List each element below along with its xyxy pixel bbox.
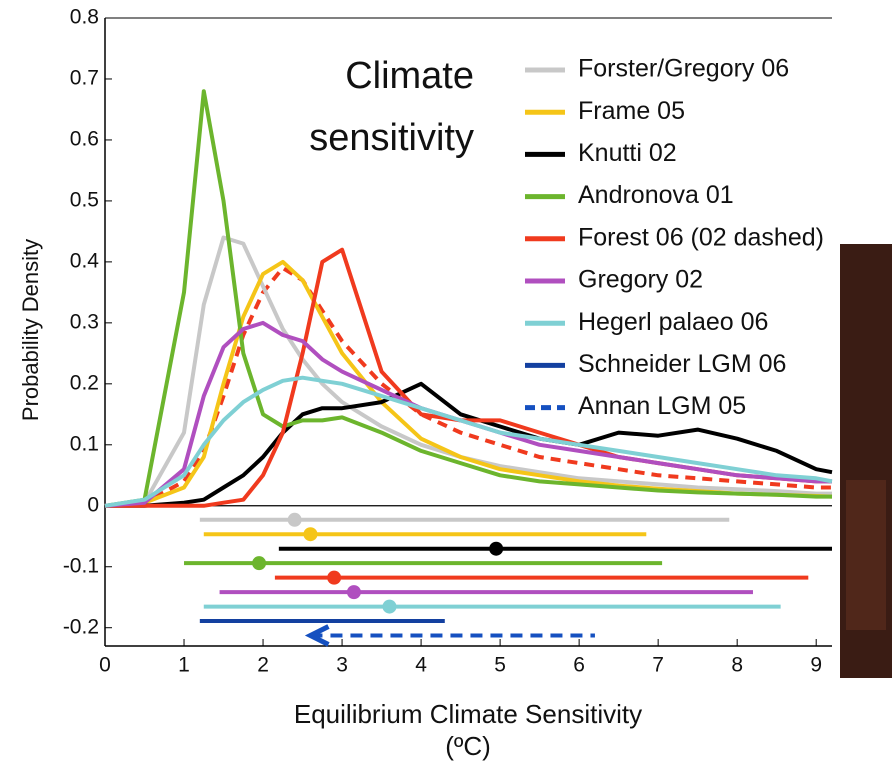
y-tick-label: 0.7 (70, 67, 99, 90)
y-tick-label: 0.5 (70, 188, 99, 211)
x-axis-label: Equilibrium Climate Sensitivity (294, 699, 642, 729)
x-tick-label: 9 (810, 654, 822, 677)
series-line (104, 89, 832, 508)
y-tick-label: 0.1 (70, 432, 99, 455)
series-line (104, 320, 832, 508)
x-tick-label: 3 (336, 654, 348, 677)
chart-title: Climate (345, 55, 474, 97)
series-line (104, 235, 832, 508)
y-tick-label: 0.2 (70, 371, 99, 394)
series-line (104, 375, 833, 508)
x-tick-label: 4 (415, 654, 427, 677)
best-estimate (252, 556, 267, 571)
y-tick-label: 0.6 (70, 127, 99, 150)
legend-label: Hegerl palaeo 06 (578, 308, 768, 336)
x-tick-label: 5 (494, 654, 506, 677)
x-tick-label: 0 (99, 654, 111, 677)
best-estimate (382, 599, 397, 614)
legend-label: Forest 06 (02 dashed) (578, 223, 824, 251)
legend-label: Forster/Gregory 06 (578, 55, 789, 83)
best-estimate (287, 512, 302, 527)
y-tick-label: 0.4 (70, 249, 100, 272)
legend-label: Annan LGM 05 (578, 392, 746, 420)
y-tick-label: 0 (87, 493, 99, 516)
x-tick-label: 6 (573, 654, 585, 677)
y-axis-label: Probability Density (18, 239, 43, 421)
legend-label: Knutti 02 (578, 139, 677, 167)
series-line-dashed (104, 265, 832, 508)
best-estimate (346, 585, 361, 600)
legend-label: Gregory 02 (578, 266, 703, 294)
series-line (104, 259, 833, 508)
y-tick-label: -0.1 (63, 554, 99, 577)
legend-label: Andronova 01 (578, 181, 734, 209)
y-tick-label: 0.3 (70, 310, 99, 333)
y-tick-label: 0.8 (70, 6, 99, 29)
chart-title: sensitivity (309, 117, 474, 159)
x-tick-label: 1 (178, 654, 190, 677)
legend-label: Schneider LGM 06 (578, 350, 786, 378)
best-estimate (303, 527, 318, 542)
best-estimate (489, 541, 504, 556)
legend-label: Frame 05 (578, 97, 685, 125)
overlay-photo-detail (846, 480, 886, 630)
best-estimate (327, 570, 342, 585)
x-axis-label: (ºC) (445, 731, 491, 761)
arrow-head (304, 624, 330, 647)
x-tick-label: 7 (652, 654, 664, 677)
x-tick-label: 2 (257, 654, 269, 677)
x-tick-label: 8 (731, 654, 743, 677)
y-tick-label: -0.2 (63, 615, 99, 638)
